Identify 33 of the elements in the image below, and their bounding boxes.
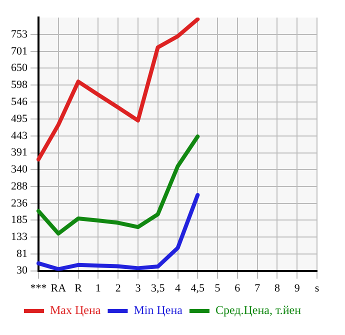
y-tick-label: 443 (11, 130, 28, 142)
legend-label: Сред.Цена, т.йен (215, 303, 302, 318)
x-tick-label: *** (30, 282, 47, 294)
x-tick-label: 3,5 (150, 282, 166, 294)
x-tick-label: 6 (234, 282, 241, 294)
y-tick-label: 546 (11, 96, 28, 108)
x-tick-label: 7 (254, 282, 261, 294)
x-tick-label: 3 (135, 282, 142, 294)
y-tick-label: 598 (11, 79, 28, 92)
x-tick-label: 4,5 (190, 282, 206, 294)
x-tick-label: 2 (115, 282, 121, 294)
y-tick-label: 185 (11, 214, 28, 226)
x-tick-label: 5 (214, 282, 221, 294)
y-tick-label: 391 (11, 146, 28, 159)
x-tick-label: 9 (294, 282, 300, 294)
y-tick-label: 133 (11, 231, 28, 244)
legend-label: Min Цена (134, 303, 184, 318)
y-tick-label: 340 (11, 163, 28, 176)
x-tick-label: R (74, 282, 83, 294)
x-tick-label: RA (50, 282, 66, 294)
y-tick-label: 701 (11, 45, 28, 58)
y-tick-label: 753 (11, 28, 28, 40)
y-tick-label: 81 (16, 248, 28, 260)
y-tick-label: 650 (11, 62, 28, 74)
y-tick-label: 30 (16, 264, 28, 277)
x-tick-label: 4 (175, 282, 181, 294)
x-tick-label: 1 (95, 282, 101, 294)
legend-label: Max Цена (50, 303, 102, 318)
y-tick-label: 495 (11, 112, 28, 125)
x-tick-label: 8 (274, 282, 280, 294)
y-tick-label: 288 (11, 180, 28, 192)
x-tick-label: s (314, 282, 320, 294)
y-tick-label: 236 (11, 197, 28, 210)
